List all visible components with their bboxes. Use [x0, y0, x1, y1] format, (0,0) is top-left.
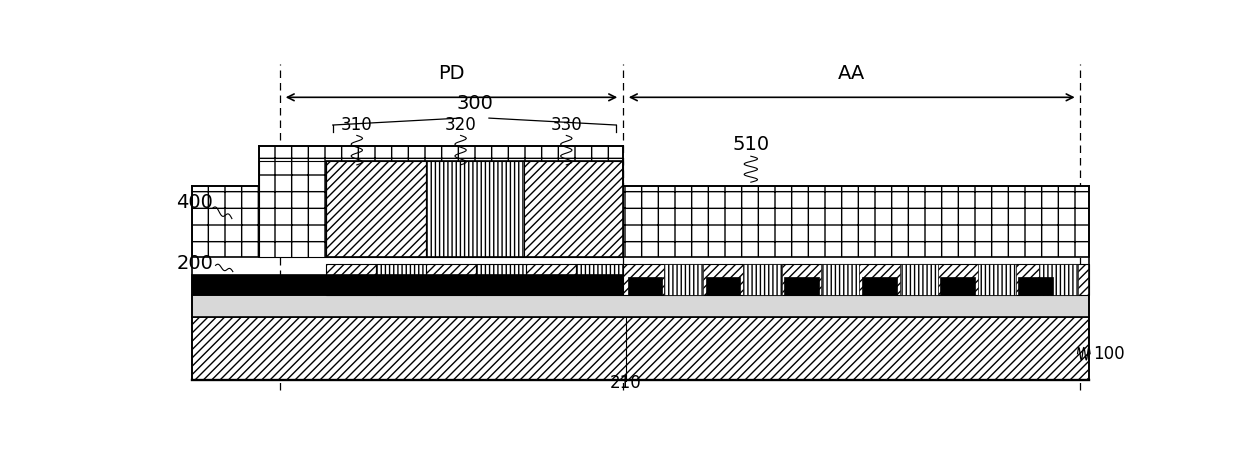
- Bar: [622, 186, 1089, 256]
- Text: 510: 510: [733, 135, 769, 154]
- Bar: [259, 146, 622, 256]
- Bar: [523, 162, 622, 256]
- Bar: [622, 264, 1089, 295]
- Bar: [476, 264, 526, 295]
- Bar: [326, 162, 622, 256]
- Bar: [706, 277, 740, 295]
- Text: 400: 400: [176, 194, 213, 212]
- Bar: [1039, 264, 1078, 295]
- Text: 320: 320: [445, 116, 476, 134]
- Bar: [191, 186, 259, 256]
- Bar: [326, 162, 425, 256]
- Text: 210: 210: [610, 374, 642, 392]
- Bar: [821, 264, 859, 295]
- Bar: [900, 264, 939, 295]
- Bar: [425, 162, 523, 256]
- Bar: [665, 264, 703, 295]
- Text: 300: 300: [456, 94, 494, 113]
- Bar: [427, 264, 476, 295]
- Text: 100: 100: [1092, 345, 1125, 363]
- Text: 310: 310: [341, 116, 373, 134]
- Bar: [862, 277, 897, 295]
- Bar: [627, 277, 662, 295]
- Bar: [376, 264, 427, 295]
- Bar: [1018, 277, 1053, 295]
- Bar: [191, 274, 622, 295]
- Text: AA: AA: [838, 64, 866, 83]
- Bar: [191, 295, 1089, 317]
- Text: 330: 330: [551, 116, 583, 134]
- Bar: [191, 317, 1089, 380]
- Text: 200: 200: [176, 254, 213, 273]
- Bar: [326, 264, 376, 295]
- Bar: [526, 264, 575, 295]
- Text: PD: PD: [438, 64, 465, 83]
- Bar: [743, 264, 781, 295]
- Bar: [785, 277, 820, 295]
- Bar: [575, 264, 622, 295]
- Bar: [940, 277, 975, 295]
- Bar: [259, 162, 326, 256]
- Bar: [977, 264, 1016, 295]
